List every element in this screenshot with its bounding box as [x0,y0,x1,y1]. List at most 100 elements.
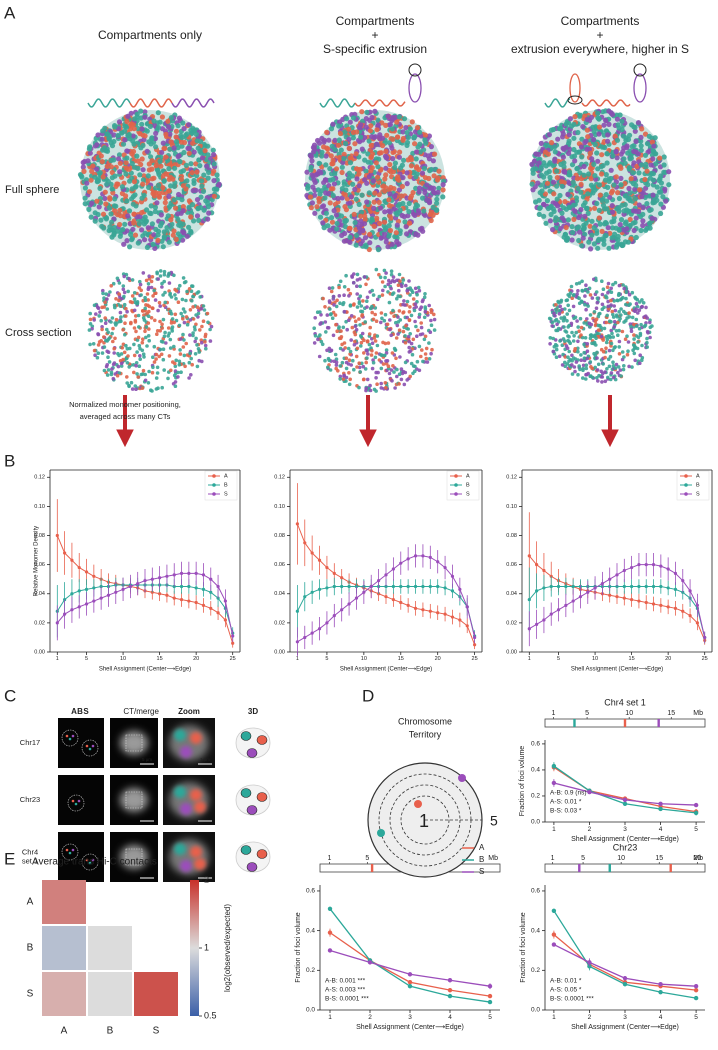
data-point [223,618,227,622]
monomer [409,313,414,318]
monomer [604,346,608,351]
monomer [571,293,576,298]
monomer [117,371,122,375]
monomer [582,213,588,219]
monomer [117,160,123,166]
monomer [616,370,620,375]
data-point [428,609,432,613]
monomer [598,311,602,316]
monomer [596,131,602,137]
data-point [608,577,612,581]
monomer [552,149,558,155]
monomer [321,296,325,301]
monomer [342,224,348,230]
monomer [617,222,623,228]
monomer [551,191,557,197]
monomer [100,327,104,332]
monomer [584,127,591,133]
monomer [374,267,379,272]
monomer [122,137,128,143]
monomer [124,343,128,348]
monomer [370,366,375,371]
monomer [605,138,611,144]
monomer [137,131,143,137]
monomer [327,227,333,233]
monomer [618,368,623,372]
data-point [436,611,440,615]
monomer [394,356,398,361]
monomer [417,226,424,232]
monomer [178,176,184,182]
monomer [626,349,630,354]
data-point [421,584,425,589]
data-point [114,590,118,594]
monomer [125,381,129,385]
monomer [184,233,190,239]
monomer [622,180,628,187]
monomer [327,286,332,291]
monomer [577,329,581,334]
monomer [547,174,553,180]
monomer [195,206,201,212]
monomer [92,218,98,224]
monomer [394,320,398,325]
monomer [130,201,136,207]
monomer [423,307,428,311]
monomer [127,384,131,389]
monomer [605,313,609,318]
monomer [140,386,145,390]
monomer [362,216,368,223]
monomer [413,149,420,155]
monomer [179,370,183,375]
monomer [576,149,583,155]
monomer [404,142,410,148]
monomer [127,365,131,369]
monomer [354,129,360,135]
data-point [172,596,176,600]
monomer [143,298,148,303]
monomer [205,152,211,158]
monomer [593,323,598,328]
monomer [413,319,417,324]
monomer [431,173,437,179]
monomer [186,145,192,151]
monomer [347,239,353,245]
data-point [637,599,641,603]
monomer [630,290,635,295]
monomer [429,310,434,315]
monomer [195,305,200,310]
monomer [553,319,557,323]
monomer [174,296,178,301]
monomer [189,356,193,361]
data-point [303,595,307,599]
monomer [114,317,119,322]
column-title: + [596,28,603,42]
monomer [204,163,210,169]
monomer [563,339,567,343]
monomer [634,301,639,306]
monomer [554,175,560,181]
monomer [608,167,614,173]
monomer [599,152,605,158]
monomer [633,309,637,314]
monomer [602,326,607,331]
monomer [128,231,134,238]
monomer [132,308,137,313]
y-tick-label: 0.12 [506,475,517,481]
monomer [643,323,648,328]
sphere-dots [312,267,437,393]
monomer [583,287,588,292]
monomer [165,118,171,124]
monomer [146,314,151,319]
monomer [108,164,114,170]
monomer [316,160,322,166]
monomer [638,353,642,358]
monomer [167,271,171,276]
monomer [102,345,107,349]
monomer [202,143,208,149]
legend-marker [212,483,216,487]
monomer [323,305,327,309]
monomer [112,361,117,365]
monomer [350,181,356,187]
